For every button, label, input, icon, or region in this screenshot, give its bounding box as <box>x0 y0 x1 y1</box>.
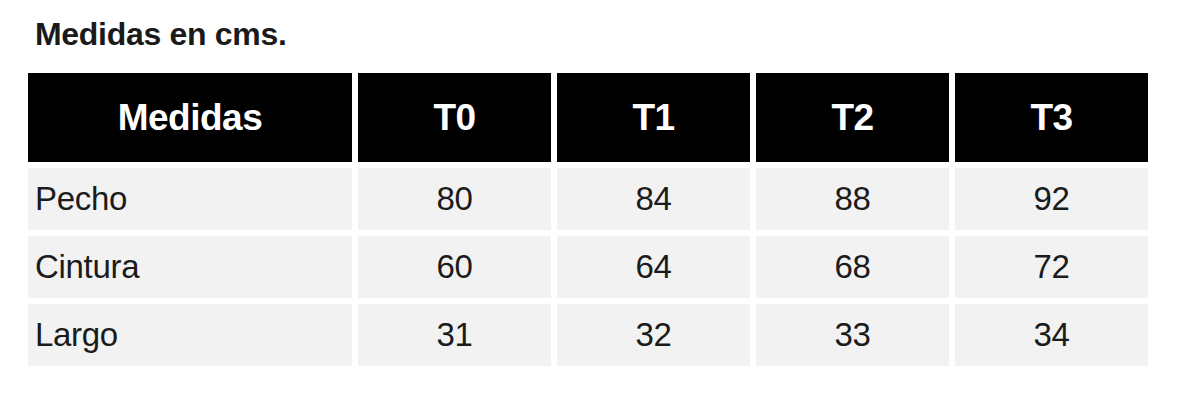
value-largo-t1: 32 <box>554 301 753 369</box>
row-label-largo: Largo <box>25 301 355 369</box>
value-cintura-t3: 72 <box>952 233 1151 301</box>
column-header-t2: T2 <box>753 70 952 165</box>
value-cintura-t2: 68 <box>753 233 952 301</box>
value-pecho-t0: 80 <box>355 165 554 233</box>
table-header-row: Medidas T0 T1 T2 T3 <box>25 70 1151 165</box>
value-cintura-t1: 64 <box>554 233 753 301</box>
size-chart-table: Medidas T0 T1 T2 T3 Pecho 80 84 88 92 Ci… <box>25 70 1151 369</box>
value-pecho-t2: 88 <box>753 165 952 233</box>
size-chart-title: Medidas en cms. <box>35 16 1154 52</box>
value-pecho-t1: 84 <box>554 165 753 233</box>
column-header-t0: T0 <box>355 70 554 165</box>
row-label-cintura: Cintura <box>25 233 355 301</box>
column-header-t3: T3 <box>952 70 1151 165</box>
value-pecho-t3: 92 <box>952 165 1151 233</box>
column-header-medidas: Medidas <box>25 70 355 165</box>
table-row-cintura: Cintura 60 64 68 72 <box>25 233 1151 301</box>
table-row-largo: Largo 31 32 33 34 <box>25 301 1151 369</box>
value-largo-t2: 33 <box>753 301 952 369</box>
value-largo-t3: 34 <box>952 301 1151 369</box>
table-row-pecho: Pecho 80 84 88 92 <box>25 165 1151 233</box>
size-chart-section: Medidas en cms. Medidas T0 T1 T2 T3 Pech… <box>0 0 1154 369</box>
value-cintura-t0: 60 <box>355 233 554 301</box>
row-label-pecho: Pecho <box>25 165 355 233</box>
column-header-t1: T1 <box>554 70 753 165</box>
value-largo-t0: 31 <box>355 301 554 369</box>
